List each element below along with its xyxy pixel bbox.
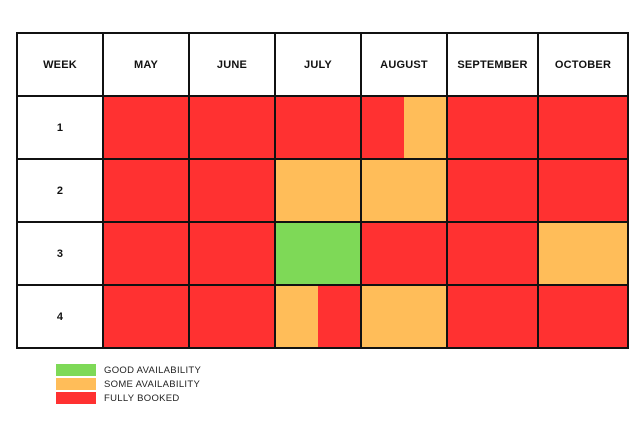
availability-part-booked bbox=[318, 286, 360, 347]
availability-cell-june-week-2 bbox=[188, 158, 276, 223]
legend-label: FULLY BOOKED bbox=[104, 392, 180, 404]
availability-cell-june-week-3 bbox=[188, 221, 276, 286]
month-header-may: MAY bbox=[102, 32, 190, 97]
availability-cell-august-week-3 bbox=[360, 221, 448, 286]
availability-cell-august-week-1 bbox=[360, 95, 448, 160]
availability-cell-september-week-1 bbox=[446, 95, 539, 160]
availability-part-some bbox=[404, 97, 446, 158]
availability-cell-october-week-2 bbox=[537, 158, 629, 223]
availability-cell-may-week-1 bbox=[102, 95, 190, 160]
availability-part-some bbox=[276, 286, 318, 347]
availability-cell-june-week-4 bbox=[188, 284, 276, 349]
week-label-2: 2 bbox=[16, 158, 104, 223]
availability-cell-july-week-1 bbox=[274, 95, 362, 160]
month-header-august: AUGUST bbox=[360, 32, 448, 97]
week-label-3: 3 bbox=[16, 221, 104, 286]
week-label-4: 4 bbox=[16, 284, 104, 349]
availability-cell-august-week-4 bbox=[360, 284, 448, 349]
availability-table: WEEK MAY JUNE JULY AUGUST SEPTEMBER OCTOBER 1 2 3… bbox=[16, 32, 629, 349]
legend-swatch-some bbox=[56, 378, 96, 390]
availability-cell-august-week-2 bbox=[360, 158, 448, 223]
availability-cell-july-week-3 bbox=[274, 221, 362, 286]
availability-cell-october-week-4 bbox=[537, 284, 629, 349]
availability-cell-may-week-4 bbox=[102, 284, 190, 349]
availability-cell-may-week-3 bbox=[102, 221, 190, 286]
month-header-june: JUNE bbox=[188, 32, 276, 97]
availability-cell-october-week-3 bbox=[537, 221, 629, 286]
availability-cell-july-week-4 bbox=[274, 284, 362, 349]
availability-cell-july-week-2 bbox=[274, 158, 362, 223]
legend-item-some: SOME AVAILABILITY bbox=[56, 378, 200, 390]
week-column-header: WEEK bbox=[16, 32, 104, 97]
legend-label: SOME AVAILABILITY bbox=[104, 378, 201, 390]
legend-label: GOOD AVAILABILITY bbox=[104, 364, 202, 376]
legend-item-booked: FULLY BOOKED bbox=[56, 392, 180, 404]
availability-cell-june-week-1 bbox=[188, 95, 276, 160]
legend-item-good: GOOD AVAILABILITY bbox=[56, 364, 201, 376]
month-header-september: SEPTEMBER bbox=[446, 32, 539, 97]
availability-cell-september-week-3 bbox=[446, 221, 539, 286]
availability-cell-september-week-4 bbox=[446, 284, 539, 349]
availability-cell-may-week-2 bbox=[102, 158, 190, 223]
availability-cell-september-week-2 bbox=[446, 158, 539, 223]
legend-swatch-good bbox=[56, 364, 96, 376]
availability-part-booked bbox=[362, 97, 404, 158]
legend-swatch-booked bbox=[56, 392, 96, 404]
month-header-october: OCTOBER bbox=[537, 32, 629, 97]
availability-cell-october-week-1 bbox=[537, 95, 629, 160]
month-header-july: JULY bbox=[274, 32, 362, 97]
week-label-1: 1 bbox=[16, 95, 104, 160]
